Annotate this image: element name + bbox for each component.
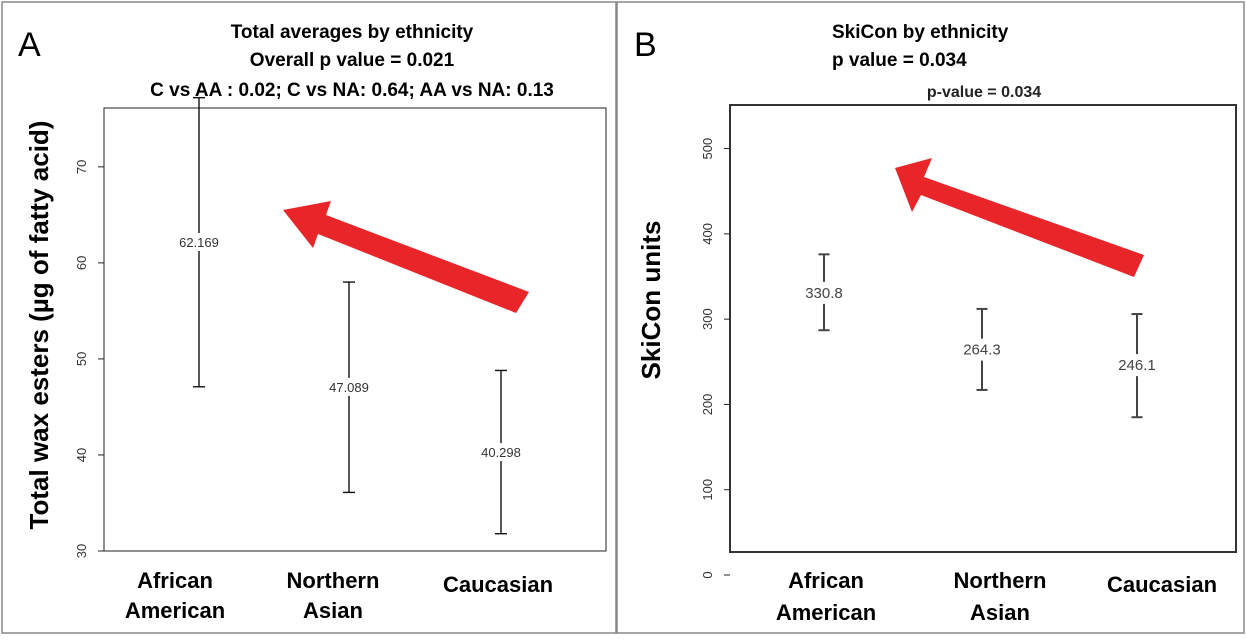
panel-b-cat-2: Caucasian — [1107, 572, 1217, 597]
panel-b-ytick-label-5: 500 — [700, 138, 715, 160]
panel-a-frame — [1, 1, 617, 634]
panel-b-inner-title: p-value = 0.034 — [927, 84, 1041, 101]
panel-b-ytick-label-3: 300 — [700, 308, 715, 330]
panel-a-ytick-label-4: 70 — [74, 160, 89, 174]
panel-a-mean-label-1: 47.089 — [329, 380, 369, 395]
panel-b-title-1: SkiCon by ethnicity — [832, 22, 1009, 43]
panel-b-arrow — [895, 158, 1144, 277]
panel-a-y-ticks: 30 40 50 60 70 — [74, 160, 104, 558]
panel-b-marks: 330.8 264.3 246.1 — [805, 253, 1156, 419]
panel-b-mean-label-0: 330.8 — [805, 285, 843, 302]
panel-a-marks: 62.169 47.089 40.298 — [179, 96, 521, 535]
panel-a-title-3: C vs AA : 0.02; C vs NA: 0.64; AA vs NA:… — [150, 80, 554, 101]
panel-a-ytick-label-0: 30 — [74, 544, 89, 558]
panel-b-ylabel: SkiCon units — [636, 221, 666, 380]
panel-b-y-ticks: 0 100 200 300 400 500 — [700, 138, 730, 579]
panel-b-ytick-label-1: 100 — [700, 479, 715, 501]
panel-b-cat-0-line2: American — [776, 600, 876, 625]
panel-b-ytick-label-4: 400 — [700, 223, 715, 245]
panel-b-mean-label-1: 264.3 — [963, 342, 1001, 359]
panel-b-ytick-label-0: 0 — [700, 571, 715, 578]
panel-a-mean-label-0: 62.169 — [179, 235, 219, 250]
panel-a-arrow — [283, 201, 529, 313]
panel-a-title-2: Overall p value = 0.021 — [250, 50, 455, 71]
panel-a-cat-2: Caucasian — [443, 572, 553, 597]
panel-a-mean-label-2: 40.298 — [481, 445, 521, 460]
panel-a-plot-box — [103, 107, 607, 552]
panel-b-cat-0-line1: African — [788, 568, 864, 593]
panel-b-cat-1-line2: Asian — [970, 600, 1030, 625]
panel-b-letter: B — [634, 26, 657, 64]
panel-b-cat-1-line1: Northern — [954, 568, 1047, 593]
panel-b-ytick-label-2: 200 — [700, 394, 715, 416]
panel-b-plot-box — [729, 104, 1237, 553]
panel-a-letter: A — [18, 26, 41, 64]
panel-a-ytick-label-3: 60 — [74, 256, 89, 270]
panel-a-ytick-label-2: 50 — [74, 352, 89, 366]
panel-a-title-1: Total averages by ethnicity — [231, 22, 474, 43]
panel-b-frame — [616, 1, 1245, 634]
panel-a-ytick-label-1: 40 — [74, 448, 89, 462]
panel-a-cat-0-line1: African — [137, 568, 213, 593]
panel-a-cat-1-line1: Northern — [287, 568, 380, 593]
panel-b-mean-label-2: 246.1 — [1118, 357, 1156, 374]
panel-a-ylabel: Total wax esters (µg of fatty acid) — [24, 121, 54, 530]
panel-a-cat-1-line2: Asian — [303, 598, 363, 623]
panel-a-cat-0-line2: American — [125, 598, 225, 623]
panel-b-title-2: p value = 0.034 — [832, 50, 967, 71]
